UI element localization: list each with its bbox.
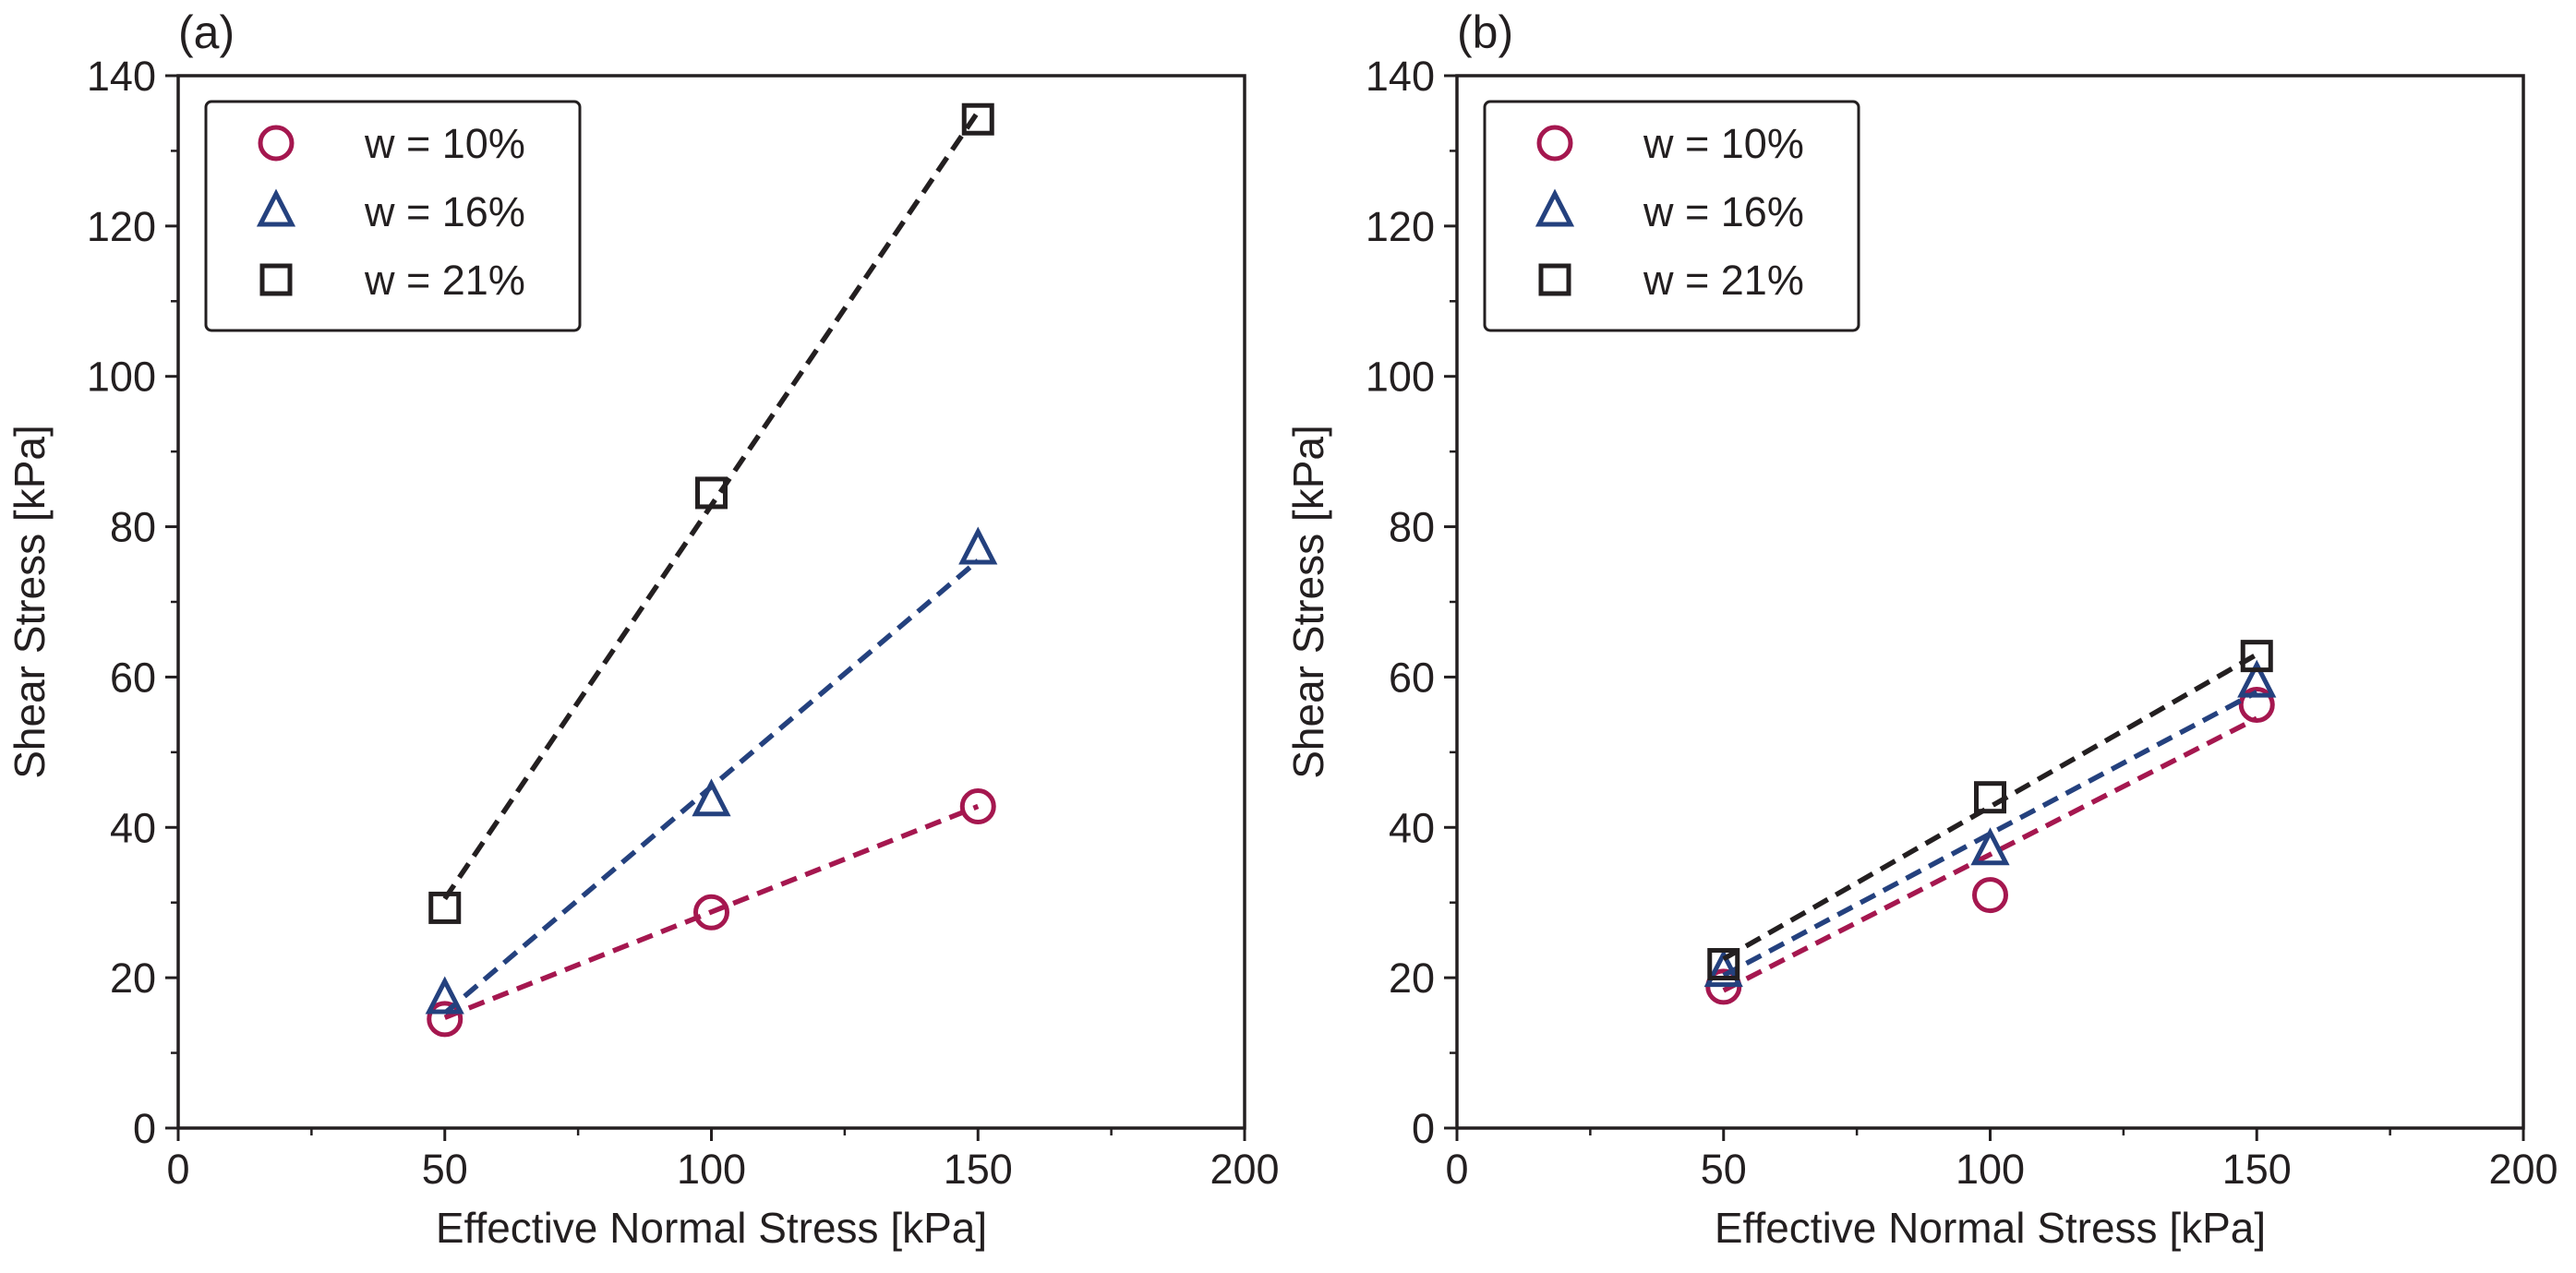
legend-box (1483, 100, 1860, 332)
legend-marker-w16 (256, 188, 296, 227)
legend-marker-w21 (259, 263, 293, 296)
panel-label: (b) (1457, 6, 1513, 58)
legend-label: w = 21% (1643, 257, 1804, 304)
y-tick-label: 120 (1366, 203, 1435, 250)
x-tick-label: 150 (2222, 1146, 2292, 1193)
legend-marker-w21 (1538, 263, 1571, 296)
series-w16 (1703, 659, 2277, 988)
data-point-w10 (1972, 877, 2008, 914)
x-axis-label: Effective Normal Stress [kPa] (1715, 1204, 2266, 1252)
fit-line-w21 (1722, 652, 2258, 962)
data-point-w21 (428, 891, 462, 924)
y-tick-label: 100 (1366, 354, 1435, 401)
legend: w = 10% w = 16% w = 21% (1483, 100, 1860, 332)
legend-label: w = 16% (364, 188, 525, 235)
data-point-w21 (1974, 781, 2006, 814)
legend-marker-w16 (1535, 188, 1575, 227)
data-point-w16 (692, 778, 731, 817)
data-point-w21 (2240, 640, 2273, 673)
panel-label: (a) (178, 6, 235, 58)
chart-panel-b: 0 50 100 150 200 0 20 40 60 80 100 120 140 Effective … (1284, 6, 2558, 1252)
y-axis-label: Shear Stress [kPa] (6, 425, 54, 779)
legend-marker-w10 (258, 125, 295, 162)
data-point-w16 (1970, 827, 2010, 866)
x-tick-label: 50 (1701, 1146, 1747, 1193)
fit-line-w10 (1722, 715, 2258, 993)
data-point-w10 (693, 894, 729, 931)
legend-label: w = 10% (1643, 120, 1804, 167)
legend: w = 10% w = 16% w = 21% (204, 100, 582, 332)
y-tick-label: 120 (87, 203, 156, 250)
series-w21 (428, 102, 994, 924)
series-w10 (1705, 687, 2275, 1005)
y-tick-label: 0 (1412, 1105, 1435, 1152)
y-tick-label: 20 (110, 955, 156, 1002)
data-point-w10 (2238, 687, 2275, 724)
data-point-w16 (2237, 659, 2277, 698)
data-point-w16 (958, 526, 998, 565)
y-axis-label: Shear Stress [kPa] (1284, 425, 1332, 779)
series-w10 (427, 787, 996, 1038)
legend-label: w = 21% (364, 257, 525, 304)
legend-label: w = 10% (364, 120, 525, 167)
y-tick-label: 60 (110, 654, 156, 701)
data-point-w10 (427, 1001, 463, 1038)
x-tick-label: 0 (166, 1146, 189, 1193)
data-point-w21 (695, 476, 728, 510)
y-tick-label: 40 (1389, 804, 1435, 851)
y-tick-label: 20 (1389, 955, 1435, 1002)
chart-panel-a: 0 50 100 150 200 0 20 40 60 80 100 120 140 Effective … (6, 6, 1280, 1252)
x-tick-label: 50 (422, 1146, 468, 1193)
data-point-w10 (959, 787, 996, 824)
legend-label: w = 16% (1643, 188, 1804, 235)
y-tick-label: 0 (133, 1105, 156, 1152)
data-point-w21 (1707, 947, 1740, 980)
y-tick-label: 80 (1389, 504, 1435, 551)
x-tick-label: 150 (944, 1146, 1013, 1193)
data-point-w16 (425, 976, 464, 1015)
fit-line-w10 (443, 803, 980, 1020)
data-point-w16 (1703, 949, 1743, 988)
x-tick-label: 200 (1210, 1146, 1279, 1193)
legend-box (204, 100, 582, 332)
x-tick-label: 200 (2488, 1146, 2558, 1193)
y-tick-label: 40 (110, 804, 156, 851)
y-tick-label: 60 (1389, 654, 1435, 701)
y-tick-label: 140 (87, 53, 156, 100)
fit-line-w16 (1722, 690, 2258, 979)
y-tick-label: 140 (1366, 53, 1435, 100)
legend-marker-w10 (1536, 125, 1573, 162)
data-point-w21 (961, 102, 994, 136)
x-axis-label: Effective Normal Stress [kPa] (436, 1204, 987, 1252)
x-tick-label: 0 (1445, 1146, 1468, 1193)
y-tick-label: 80 (110, 504, 156, 551)
series-w16 (425, 526, 998, 1015)
x-tick-label: 100 (1956, 1146, 2025, 1193)
x-tick-label: 100 (677, 1146, 746, 1193)
y-tick-label: 100 (87, 354, 156, 401)
series-w21 (1707, 640, 2273, 980)
